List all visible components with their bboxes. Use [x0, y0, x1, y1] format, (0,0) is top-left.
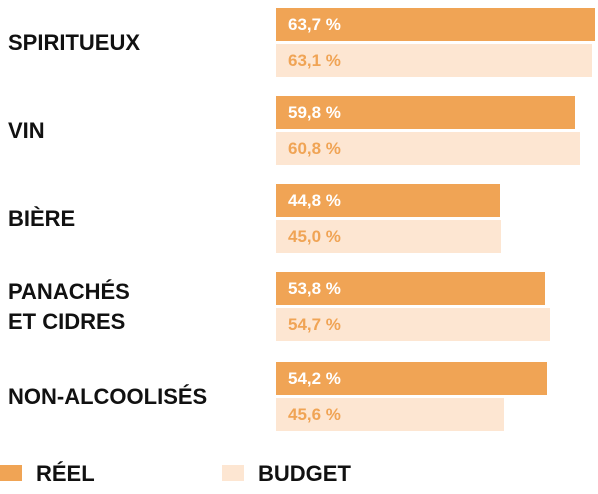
bar	[276, 308, 550, 341]
bar	[276, 132, 581, 165]
value-label: 60,8 %	[288, 139, 341, 158]
value-label: 53,8 %	[288, 279, 341, 298]
bar	[276, 220, 502, 253]
value-label: 54,7 %	[288, 315, 341, 334]
bar	[276, 272, 546, 305]
legend-label: RÉEL	[36, 461, 95, 486]
category-label: NON-ALCOOLISÉS	[8, 384, 208, 409]
category-label: PANACHÉS ET CIDRES	[8, 279, 130, 334]
value-label: 45,0 %	[288, 227, 341, 246]
category-label: SPIRITUEUX	[8, 30, 141, 55]
legend-swatch	[0, 465, 22, 481]
bar	[276, 184, 501, 217]
bar	[276, 362, 548, 395]
bar	[276, 44, 592, 77]
bar	[276, 96, 576, 129]
value-label: 45,6 %	[288, 405, 341, 424]
category-label: VIN	[8, 118, 45, 143]
value-label: 63,1 %	[288, 51, 341, 70]
value-label: 59,8 %	[288, 103, 341, 122]
legend-swatch	[222, 465, 244, 481]
value-label: 44,8 %	[288, 191, 341, 210]
bar	[276, 398, 505, 431]
category-label: BIÈRE	[8, 206, 76, 231]
value-label: 63,7 %	[288, 15, 341, 34]
bar	[276, 8, 595, 41]
legend-label: BUDGET	[258, 461, 351, 486]
value-label: 54,2 %	[288, 369, 341, 388]
